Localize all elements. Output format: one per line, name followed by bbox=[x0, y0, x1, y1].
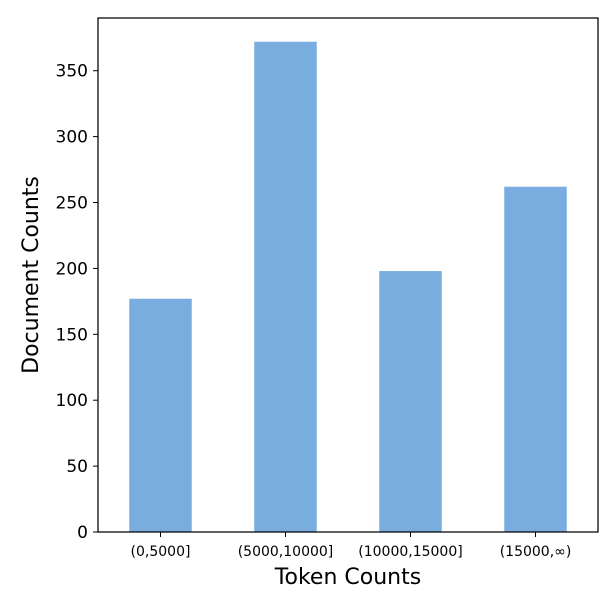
x-tick-label: (0,5000] bbox=[131, 544, 191, 560]
y-axis-ticks: 0 50 100 150 200 250 300 350 bbox=[56, 62, 98, 543]
x-tick-label: (15000,∞) bbox=[500, 544, 572, 560]
plot-frame bbox=[97, 17, 599, 533]
x-axis-ticks: (0,5000] (5000,10000] (10000,15000] (15000,… bbox=[131, 532, 572, 560]
x-tick-label: (5000,10000] bbox=[238, 544, 334, 560]
y-tick-label: 300 bbox=[56, 128, 88, 148]
y-tick-label: 250 bbox=[56, 194, 88, 214]
x-axis-title: Token Counts bbox=[274, 565, 421, 590]
bars-layer bbox=[129, 41, 567, 532]
bar bbox=[129, 298, 192, 532]
y-tick-label: 150 bbox=[56, 325, 88, 345]
y-tick-label: 200 bbox=[56, 259, 88, 279]
y-tick-label: 0 bbox=[77, 523, 88, 543]
y-axis-title: Document Counts bbox=[19, 176, 44, 374]
y-tick-label: 50 bbox=[66, 457, 88, 477]
bar bbox=[254, 41, 317, 532]
bar bbox=[379, 271, 442, 532]
bar bbox=[504, 186, 567, 532]
x-tick-label: (10000,15000] bbox=[358, 544, 462, 560]
y-tick-label: 350 bbox=[56, 62, 88, 82]
y-tick-label: 100 bbox=[56, 391, 88, 411]
